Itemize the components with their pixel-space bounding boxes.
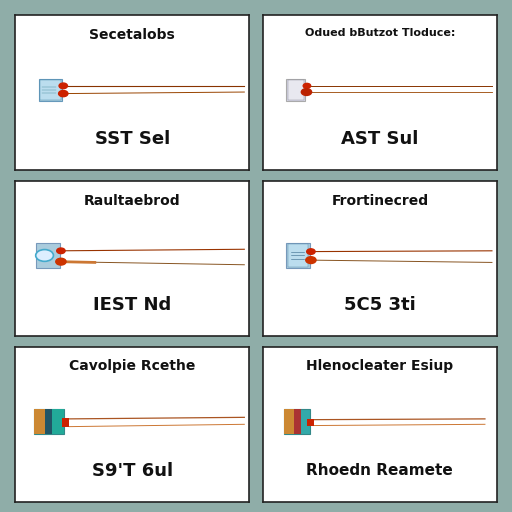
Circle shape: [56, 258, 66, 265]
Circle shape: [303, 83, 311, 88]
Circle shape: [307, 249, 315, 254]
Text: S9'T 6ul: S9'T 6ul: [92, 462, 173, 480]
Bar: [34, 409, 45, 434]
Bar: [288, 244, 308, 267]
Bar: [62, 418, 69, 428]
Text: AST Sul: AST Sul: [341, 130, 418, 148]
Text: Odued bButzot Tloduce:: Odued bButzot Tloduce:: [305, 28, 455, 38]
Bar: [286, 79, 305, 100]
Circle shape: [306, 257, 316, 264]
Bar: [52, 409, 65, 434]
Bar: [40, 80, 61, 100]
Text: IEST Nd: IEST Nd: [93, 296, 172, 314]
Text: 5C5 3ti: 5C5 3ti: [344, 296, 416, 314]
Circle shape: [57, 248, 65, 253]
Bar: [36, 243, 60, 268]
Circle shape: [59, 83, 68, 89]
Bar: [39, 79, 62, 100]
Bar: [288, 80, 304, 100]
Text: Rhoedn Reamete: Rhoedn Reamete: [307, 463, 453, 478]
Bar: [307, 419, 314, 426]
Text: Raultaebrod: Raultaebrod: [84, 194, 181, 207]
Bar: [34, 409, 65, 434]
Text: SST Sel: SST Sel: [95, 130, 170, 148]
Bar: [294, 409, 301, 434]
Circle shape: [302, 89, 312, 95]
Bar: [284, 409, 310, 434]
Text: Hlenocleater Esiup: Hlenocleater Esiup: [306, 359, 454, 373]
Text: Frortinecred: Frortinecred: [331, 194, 429, 207]
Text: Secetalobs: Secetalobs: [89, 28, 175, 42]
Bar: [286, 243, 310, 268]
Text: Cavolpie Rcethe: Cavolpie Rcethe: [69, 359, 196, 373]
Circle shape: [36, 249, 53, 261]
Circle shape: [58, 91, 68, 97]
Bar: [45, 409, 52, 434]
Bar: [284, 409, 294, 434]
